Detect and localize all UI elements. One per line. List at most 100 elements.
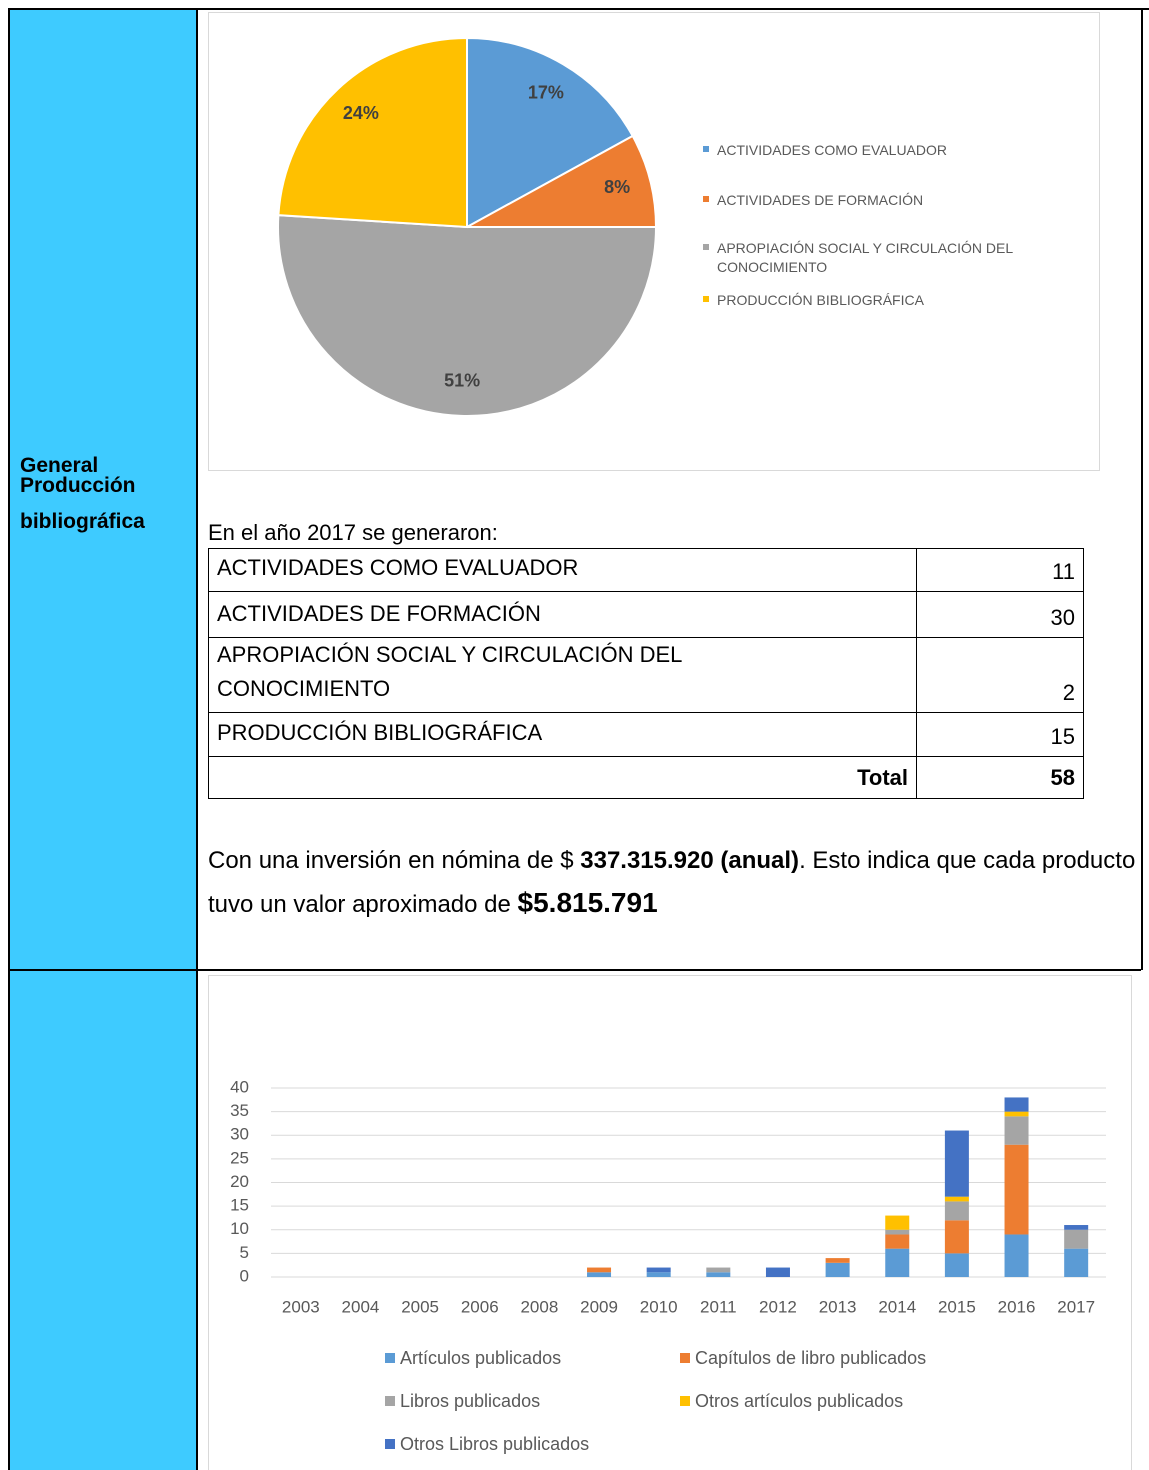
bar-segment (1064, 1229, 1089, 1249)
x-tick-label: 2012 (759, 1297, 797, 1316)
border (8, 969, 1141, 971)
pie-slice (277, 36, 468, 229)
y-tick-label: 20 (230, 1172, 249, 1191)
legend-swatch (703, 146, 709, 152)
legend-item: ACTIVIDADES COMO EVALUADOR (703, 141, 1053, 160)
legend-item: ACTIVIDADES DE FORMACIÓN (703, 191, 1053, 210)
bar-segment (1004, 1234, 1029, 1277)
bar-segment (825, 1258, 850, 1263)
pie: 17% 8% 51% 24% (277, 36, 658, 417)
bar-segment (825, 1262, 850, 1277)
bar-segment (1004, 1111, 1029, 1117)
pie-slice (466, 134, 658, 228)
bar-segment (1004, 1144, 1029, 1235)
bar-segment (944, 1201, 969, 1221)
legend-swatch (385, 1396, 395, 1406)
bars: 0 5 10 15 20 25 30 35 40 2003 2004 2005 2006 2008 2009… (230, 1077, 1106, 1454)
table-row: APROPIACIÓN SOCIAL Y CIRCULACIÓN DEL CON… (208, 637, 1084, 713)
cell: 30 (916, 591, 1084, 638)
bar-segment (1004, 1097, 1029, 1112)
y-tick-label: 25 (230, 1148, 249, 1167)
cell: Total (208, 756, 917, 799)
summary-table: ACTIVIDADES COMO EVALUADOR 11 ACTIVIDADES … (208, 548, 1084, 799)
intro: En el año 2017 se generaron: (208, 520, 498, 545)
bar-segment (944, 1196, 969, 1202)
x-tick-label: 2008 (520, 1297, 558, 1316)
x-tick-label: 2015 (938, 1297, 976, 1316)
bar-segment (944, 1220, 969, 1254)
cell: ACTIVIDADES COMO EVALUADOR (208, 548, 917, 592)
border (1141, 8, 1143, 970)
data-label: 51% (444, 371, 480, 391)
legend-label: PRODUCCIÓN BIBLIOGRÁFICA (717, 292, 924, 308)
legend-item: PRODUCCIÓN BIBLIOGRÁFICA (703, 291, 1053, 310)
x-tick-label: 2017 (1057, 1297, 1095, 1316)
bar-segment (944, 1253, 969, 1277)
data-label: 17% (528, 82, 564, 102)
x-tick-label: 2010 (640, 1297, 678, 1316)
y-tick-label: 15 (230, 1196, 249, 1215)
data-label: 8% (604, 177, 630, 197)
cell: 15 (916, 712, 1084, 757)
text: Con una inversión en nómina de $ (208, 847, 581, 874)
legend-item: APROPIACIÓN SOCIAL Y CIRCULACIÓN DEL CON… (703, 239, 1053, 277)
x-tick-label: 2011 (700, 1297, 737, 1316)
x-tick-label: 2009 (580, 1297, 618, 1316)
cell: APROPIACIÓN SOCIAL Y CIRCULACIÓN DEL CON… (208, 637, 917, 713)
x-tick-label: 2014 (878, 1297, 916, 1316)
bar-segment (885, 1234, 910, 1249)
text: $5.815.791 (517, 887, 658, 918)
y-tick-label: 35 (230, 1101, 249, 1120)
cell: PRODUCCIÓN BIBLIOGRÁFICA (208, 712, 917, 757)
x-tick-label: 2016 (998, 1297, 1036, 1316)
legend-label: Otros Libros publicados (400, 1434, 589, 1454)
x-tick-label: 2005 (401, 1297, 439, 1316)
x-tick-label: 2003 (282, 1297, 320, 1316)
legend-swatch (385, 1353, 395, 1363)
bar-segment (587, 1272, 612, 1277)
legend-swatch (680, 1396, 690, 1406)
bar-segment (706, 1272, 731, 1277)
cell: 58 (916, 756, 1084, 799)
x-tick-label: 2013 (819, 1297, 857, 1316)
y-tick-label: 10 (230, 1219, 249, 1238)
text: . Esto indica que cada producto tuvo un … (208, 847, 1136, 918)
border (8, 8, 1149, 10)
side-column (8, 8, 197, 1470)
legend-label: ACTIVIDADES DE FORMACIÓN (717, 192, 924, 208)
bar-segment (706, 1267, 731, 1273)
row-label: General (20, 454, 99, 477)
cell: 2 (916, 637, 1084, 713)
table-row: Total 58 (208, 756, 1084, 799)
legend-swatch (385, 1439, 395, 1449)
legend-label: ACTIVIDADES COMO EVALUADOR (717, 142, 948, 158)
text: 337.315.920 (anual) (580, 847, 800, 874)
pie-chart: 17% 8% 51% 24% ACTIVIDADES COMO EVALUADOR AC… (208, 12, 1100, 471)
legend-label: Capítulos de libro publicados (695, 1348, 926, 1368)
legend-label: Otros artículos publicados (695, 1391, 903, 1411)
cell: ACTIVIDADES DE FORMACIÓN (208, 591, 917, 638)
bar-segment (646, 1272, 671, 1277)
pie-slice (466, 36, 634, 229)
bar-segment (765, 1267, 790, 1277)
legend-label: Artículos publicados (400, 1348, 561, 1368)
data-label: 24% (343, 103, 379, 123)
pie-slice (277, 214, 658, 417)
y-tick-label: 30 (230, 1125, 249, 1144)
bar-chart: 0 5 10 15 20 25 30 35 40 2003 2004 2005 2006 2008 2009… (208, 975, 1132, 1470)
paragraph: Con una inversión en nómina de $ 337.315… (208, 840, 1148, 926)
border (196, 8, 198, 1470)
border (8, 8, 10, 1470)
legend-swatch (703, 296, 709, 302)
legend-swatch (703, 196, 709, 202)
bar-segment (1004, 1116, 1029, 1145)
table-row: PRODUCCIÓN BIBLIOGRÁFICA 15 (208, 712, 1084, 757)
cell: 11 (916, 548, 1084, 592)
row-label: Producción bibliográfica (20, 474, 145, 533)
y-tick-label: 0 (240, 1266, 249, 1285)
bar-segment (885, 1229, 910, 1235)
bar-segment (646, 1267, 671, 1273)
legend-label: Libros publicados (400, 1391, 540, 1411)
bar-segment (1064, 1248, 1089, 1277)
table-row: ACTIVIDADES DE FORMACIÓN 30 (208, 591, 1084, 638)
